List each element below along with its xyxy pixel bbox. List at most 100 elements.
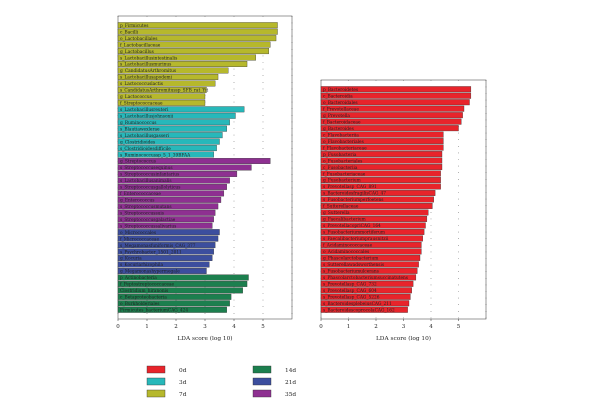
bar-label: f_Bacteroidaceae	[323, 120, 361, 125]
bar-label: g_Clostridioides	[120, 140, 155, 145]
bar-label: Firmicutes_bacteriumCAG_424	[120, 308, 188, 313]
bar-s-lactobacillusmurinus	[117, 61, 248, 67]
bar-label: s_Fusobacteriummortiferum	[323, 231, 385, 236]
bar-label: s_Lactococcuslactis	[120, 82, 163, 87]
bar-g-clostridioides	[117, 138, 220, 145]
bar-label: s_Prevotellasp_CAG_5226	[323, 295, 380, 300]
bar-s-fusobacteriumulcerans	[320, 267, 418, 274]
bar-label: f_Lactobacillaceae	[120, 43, 161, 48]
bar-c-fusobacteriia	[320, 164, 443, 171]
bar-label: s_Faecalibacteriumprausnitzii	[323, 237, 389, 242]
bar-label: s_Phascolarctobacteriumsuccinatutens	[323, 276, 408, 281]
bar-g-sutterella	[320, 209, 429, 216]
legend-swatch-21d	[252, 377, 272, 386]
x-tick-label: 3	[203, 324, 207, 330]
bar-label: c_Flavobacteriia	[323, 133, 359, 138]
bar-label: o_Acidaminococcales	[323, 250, 369, 255]
legend-label: 35d	[285, 392, 296, 398]
bar-label: g_Prevotella	[323, 114, 350, 119]
bar-f-peptostreptococcaceae	[117, 280, 248, 287]
bar-c-flavobacteriia	[320, 131, 444, 138]
bar-firmicutes-bacteriumcag-424	[117, 306, 227, 313]
x-tick-label: 5	[261, 324, 265, 330]
bar-s-streptococcusinfantarius	[117, 171, 238, 177]
bar-s-lactobacillusjohnsonii	[117, 112, 236, 119]
bar-label: f_Streptococcaceae	[120, 102, 163, 107]
bar-label: s_BacteroidescoprocolaCAG_162	[323, 308, 395, 313]
bar-o-lactobacillales	[117, 35, 277, 42]
legend-label: 14d	[285, 368, 296, 374]
bar-s-bacteroidesfragiliscag-47	[320, 190, 436, 196]
bar-s-faecalibacteriumprausnitzii	[320, 235, 423, 242]
bar-label: g_Phascolarctobacterium	[323, 257, 378, 262]
bar-p-actinobacteria	[117, 274, 249, 281]
bar-label: s_Lactobacillusanimalis	[120, 179, 172, 184]
x-axis-label: LDA score (log 10)	[376, 335, 431, 342]
bar-label: s_Lactobacillusreuteri	[120, 108, 169, 113]
bar-s-prevotellasp-cag-5226	[320, 293, 411, 300]
bar-label: s_Prevotellasp_CAG_604	[323, 289, 377, 294]
legend-swatch-3d	[146, 377, 166, 386]
bar-label: s_Lactobacillusgasseri	[120, 134, 170, 139]
bar-label: f_Micrococcaceae	[120, 237, 159, 242]
bar-p-fusobacteria	[320, 151, 443, 158]
bar-s-lactobacillusintestinalis	[117, 54, 256, 61]
bar-label: s_CandidatusArthromitussp_SFB_rat_Yit	[120, 89, 209, 94]
bar-label: g_Bacteroides	[323, 127, 354, 132]
bar-s-streptococcussalivarius	[117, 222, 213, 229]
bar-label: g_Fusobacterium	[323, 179, 361, 184]
bar-label: c_Bacteroidia	[323, 94, 353, 99]
bar-label: s_Streptococcusgalactiae	[120, 218, 176, 223]
legend-label: 7d	[179, 392, 187, 398]
bar-label: s_Prevotellasp_CAG_891	[323, 185, 377, 190]
bar-label: g_Streptococcus	[120, 160, 156, 165]
x-tick-label: 3	[402, 324, 406, 330]
bar-s-clostridioidesdifficile	[117, 145, 217, 152]
bar-c-betaproteobacteria	[117, 293, 232, 300]
bar-label: g_Faecalibacterium	[323, 218, 366, 223]
bar-label: s_Streptococcusgallolyticus	[120, 186, 180, 191]
bar-g-candidatusarthromitus	[117, 67, 229, 74]
legend: 0d 3d 7d 14d 21d 35d	[146, 365, 296, 398]
bar-label: g_CandidatusArthromitus	[120, 69, 176, 74]
bar-s-prevotellasp-cag-732	[320, 280, 414, 287]
bar-s-lactococcuslactis	[117, 80, 216, 87]
bar-label: g_Enterococcus	[120, 199, 155, 204]
bar-g-bacteroides	[320, 125, 459, 132]
bar-label: g_Lactobacillus	[120, 50, 154, 55]
bar-g-fusobacterium	[320, 177, 441, 184]
bar-g-kocuria	[117, 255, 213, 261]
bar-label: s_Sutterellawadsworthensis	[323, 263, 384, 268]
bar-f-bacteroidaceae	[320, 118, 462, 125]
x-tick-label: 0	[116, 324, 120, 330]
bar-label: c_Bacilli	[120, 30, 139, 35]
bar-label: f_Sutterellaceae	[323, 205, 359, 210]
bar-label: f_Prevotellaceae	[323, 107, 359, 112]
bar-label: s_Blautiawexlerae	[120, 127, 160, 132]
bar-s-bacteroidescoprocolacag-162	[320, 306, 408, 313]
bar-s-lactobacillusreuteri	[117, 106, 245, 113]
bar-label: s_BacteroidesfragilisCAG_47	[323, 192, 386, 197]
bar-label: s_Lactobacillusjohnsonii	[120, 114, 174, 119]
bar-s-lactobacillusanimalis	[117, 177, 230, 184]
bar-label: o_Bacteroidales	[323, 101, 358, 106]
bar-g-streptococcus	[117, 158, 271, 164]
bar-o-bacteroidales	[320, 99, 470, 106]
x-tick-label: 1	[145, 324, 149, 330]
bar-label: s_PrevotellacopriCAG_164	[323, 224, 381, 229]
bar-g-lactococcus	[117, 93, 206, 100]
bar-s-bacteroidesplebeiuscag-211	[320, 300, 410, 307]
bar-s-sutterellawadsworthensis	[320, 261, 419, 268]
bar-label: s_Prevotellasp_CAG_732	[323, 283, 377, 288]
bar-label: f_Acidaminococcaceae	[323, 244, 373, 249]
bar-label: o_Fusobacteriales	[323, 159, 362, 164]
bar-label: s_Fusobacteriumulcerans	[323, 270, 379, 275]
bar-label: s_Streptococcussuis	[120, 211, 164, 216]
bar-label: s_Ruminococcussp_5_1_39BFAA	[120, 153, 191, 158]
bar-o-micrococcales	[117, 229, 220, 236]
bar-s-candidatusarthromitussp-sfb-rat-yit	[117, 86, 207, 93]
bar-label: s_Streptococcusmutans	[120, 205, 172, 210]
x-axis-label: LDA score (log 10)	[177, 335, 232, 342]
legend-label: 0d	[179, 368, 187, 374]
